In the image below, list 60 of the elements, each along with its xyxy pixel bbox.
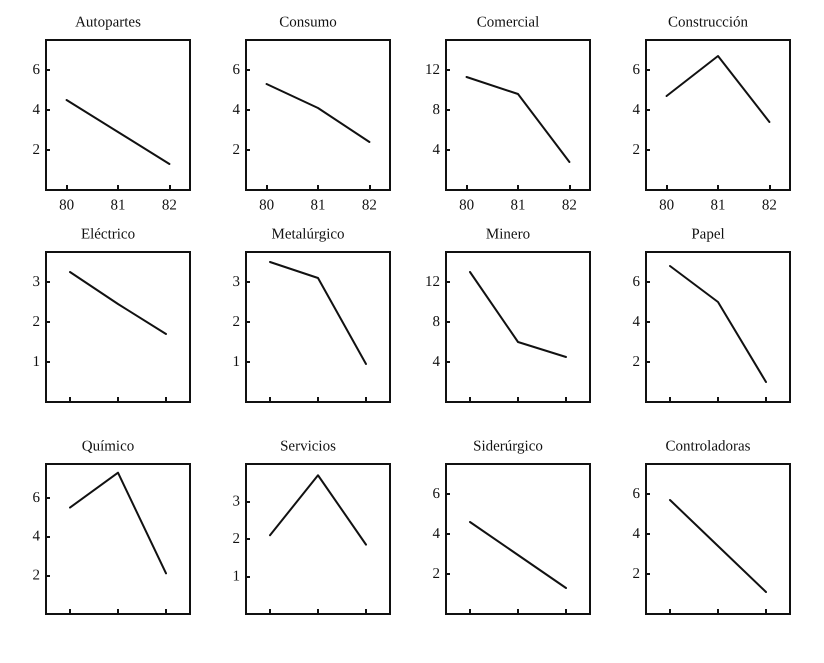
y-tick-label: 6 bbox=[32, 490, 40, 506]
y-tick-label: 4 bbox=[32, 102, 40, 118]
y-tick-label: 2 bbox=[232, 142, 240, 158]
x-tick-label: 81 bbox=[710, 198, 726, 214]
y-tick-label: 6 bbox=[632, 274, 640, 290]
y-tick-label: 4 bbox=[632, 526, 640, 542]
chart-title: Químico bbox=[82, 438, 134, 454]
chart-title: Metalúrgico bbox=[271, 226, 345, 242]
y-tick-label: 4 bbox=[632, 314, 640, 330]
x-tick-label: 81 bbox=[310, 198, 326, 214]
y-tick-label: 4 bbox=[432, 354, 440, 370]
y-tick-label: 12 bbox=[425, 62, 440, 78]
y-tick-label: 2 bbox=[32, 314, 40, 330]
x-tick-label: 80 bbox=[59, 198, 74, 214]
x-tick-label: 82 bbox=[362, 198, 377, 214]
y-tick-label: 8 bbox=[432, 314, 440, 330]
y-tick-label: 2 bbox=[632, 354, 640, 370]
chart-title: Controladoras bbox=[666, 438, 751, 454]
chart-title: Eléctrico bbox=[80, 226, 136, 242]
y-tick-label: 4 bbox=[432, 526, 440, 542]
y-tick-label: 6 bbox=[432, 486, 440, 502]
x-tick-label: 81 bbox=[510, 198, 526, 214]
chart-title: Papel bbox=[691, 226, 725, 242]
y-tick-label: 3 bbox=[232, 494, 240, 510]
y-tick-label: 12 bbox=[425, 274, 440, 290]
y-tick-label: 2 bbox=[432, 566, 440, 582]
x-tick-label: 82 bbox=[562, 198, 577, 214]
y-tick-label: 6 bbox=[632, 486, 640, 502]
y-tick-label: 6 bbox=[32, 62, 40, 78]
y-tick-label: 6 bbox=[232, 62, 240, 78]
y-tick-label: 8 bbox=[432, 102, 440, 118]
y-tick-label: 2 bbox=[32, 567, 40, 584]
x-tick-label: 80 bbox=[659, 198, 674, 214]
x-tick-label: 80 bbox=[459, 198, 474, 214]
y-tick-label: 4 bbox=[632, 102, 640, 118]
y-tick-label: 1 bbox=[232, 354, 240, 370]
y-tick-label: 4 bbox=[32, 528, 40, 545]
y-tick-label: 2 bbox=[32, 142, 40, 158]
x-tick-label: 81 bbox=[110, 198, 126, 214]
y-tick-label: 4 bbox=[232, 102, 240, 118]
chart-title: Consumo bbox=[279, 14, 337, 30]
y-tick-label: 3 bbox=[232, 274, 240, 290]
y-tick-label: 1 bbox=[232, 568, 240, 584]
y-tick-label: 1 bbox=[32, 354, 40, 370]
chart-title: Comercial bbox=[476, 14, 540, 30]
x-tick-label: 82 bbox=[162, 198, 177, 214]
y-tick-label: 2 bbox=[232, 314, 240, 330]
chart-title: Autopartes bbox=[75, 14, 142, 30]
chart-title: Siderúrgico bbox=[473, 438, 543, 454]
y-tick-label: 2 bbox=[632, 566, 640, 582]
chart-title: Servicios bbox=[280, 438, 336, 454]
chart-title: Construcción bbox=[668, 14, 748, 30]
y-tick-label: 2 bbox=[232, 531, 240, 547]
x-tick-label: 80 bbox=[259, 198, 274, 214]
y-tick-label: 6 bbox=[632, 62, 640, 78]
y-tick-label: 2 bbox=[632, 142, 640, 158]
chart-title: Minero bbox=[486, 226, 530, 242]
y-tick-label: 4 bbox=[432, 142, 440, 158]
y-tick-label: 3 bbox=[32, 274, 40, 290]
x-tick-label: 82 bbox=[762, 198, 777, 214]
